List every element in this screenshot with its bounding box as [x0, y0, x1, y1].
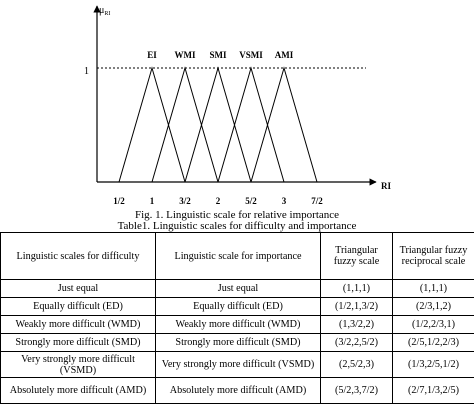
membership-function-figure: μRI RI 1 1/2 1 3/2 2 5/2 3 7/2 EI WMI SMI VSMI AMI [0, 0, 474, 210]
cell-importance: Just equal [156, 280, 321, 298]
cell-difficulty: Strongly more difficult (SMD) [1, 334, 156, 352]
peak-labels: EI WMI SMI VSMI AMI [147, 50, 294, 60]
cell-difficulty: Absolutely more difficult (AMD) [1, 378, 156, 404]
cell-importance: Strongly more difficult (SMD) [156, 334, 321, 352]
cell-reciprocal-scale: (1,1,1) [393, 280, 474, 298]
table-row: Absolutely more difficult (AMD) Absolute… [1, 378, 474, 404]
table-row: Strongly more difficult (SMD) Strongly m… [1, 334, 474, 352]
membership-triangle-smi [185, 68, 251, 182]
y-axis-label: μRI [99, 5, 110, 17]
cell-importance: Weakly more difficult (WMD) [156, 316, 321, 334]
x-tick-label: 7/2 [311, 196, 323, 206]
peak-label-ami: AMI [275, 50, 294, 60]
membership-triangles [119, 68, 317, 182]
cell-fuzzy-scale: (2,5/2,3) [321, 352, 393, 378]
x-tick-label: 1 [150, 196, 155, 206]
cell-fuzzy-scale: (1,1,1) [321, 280, 393, 298]
linguistic-scales-table: Linguistic scales for difficulty Linguis… [0, 232, 474, 404]
peak-label-vsmi: VSMI [239, 50, 263, 60]
membership-triangle-ei [119, 68, 185, 182]
cell-fuzzy-scale: (3/2,2,5/2) [321, 334, 393, 352]
cell-reciprocal-scale: (1/3,2/5,1/2) [393, 352, 474, 378]
y-tick-one: 1 [84, 66, 89, 77]
x-tick-labels: 1/2 1 3/2 2 5/2 3 7/2 [113, 196, 323, 206]
cell-fuzzy-scale: (1/2,1,3/2) [321, 298, 393, 316]
cell-difficulty: Just equal [1, 280, 156, 298]
cell-reciprocal-scale: (2/7,1/3,2/5) [393, 378, 474, 404]
cell-difficulty: Equally difficult (ED) [1, 298, 156, 316]
cell-fuzzy-scale: (1,3/2,2) [321, 316, 393, 334]
table-header-row: Linguistic scales for difficulty Linguis… [1, 233, 474, 280]
table-row: Just equal Just equal (1,1,1) (1,1,1) [1, 280, 474, 298]
peak-label-ei: EI [147, 50, 157, 60]
x-tick-label: 3/2 [179, 196, 191, 206]
col-header-importance: Linguistic scale for importance [156, 233, 321, 280]
table-row: Equally difficult (ED) Equally difficult… [1, 298, 474, 316]
cell-difficulty: Very strongly more difficult (VSMD) [1, 352, 156, 378]
membership-triangle-ami [251, 68, 317, 182]
cell-importance: Absolutely more difficult (AMD) [156, 378, 321, 404]
cell-reciprocal-scale: (2/5,1/2,2/3) [393, 334, 474, 352]
col-header-difficulty: Linguistic scales for difficulty [1, 233, 156, 280]
membership-triangle-vsmi [218, 68, 284, 182]
peak-label-wmi: WMI [175, 50, 196, 60]
cell-fuzzy-scale: (5/2,3,7/2) [321, 378, 393, 404]
peak-label-smi: SMI [209, 50, 227, 60]
table-caption: Table1. Linguistic scales for difficulty… [0, 220, 474, 232]
col-header-fuzzy-scale: Triangular fuzzy scale [321, 233, 393, 280]
table-row: Weakly more difficult (WMD) Weakly more … [1, 316, 474, 334]
y-axis-label-sub: RI [104, 11, 110, 17]
cell-importance: Equally difficult (ED) [156, 298, 321, 316]
x-tick-label: 3 [282, 196, 287, 206]
x-tick-label: 2 [216, 196, 221, 206]
cell-reciprocal-scale: (2/3,1,2) [393, 298, 474, 316]
cell-reciprocal-scale: (1/2,2/3,1) [393, 316, 474, 334]
cell-importance: Very strongly more difficult (VSMD) [156, 352, 321, 378]
cell-difficulty: Weakly more difficult (WMD) [1, 316, 156, 334]
x-tick-label: 5/2 [245, 196, 257, 206]
table-row: Very strongly more difficult (VSMD) Very… [1, 352, 474, 378]
x-tick-label: 1/2 [113, 196, 125, 206]
membership-triangle-wmi [152, 68, 218, 182]
col-header-reciprocal-scale: Triangular fuzzy reciprocal scale [393, 233, 474, 280]
x-axis-label: RI [381, 181, 391, 191]
